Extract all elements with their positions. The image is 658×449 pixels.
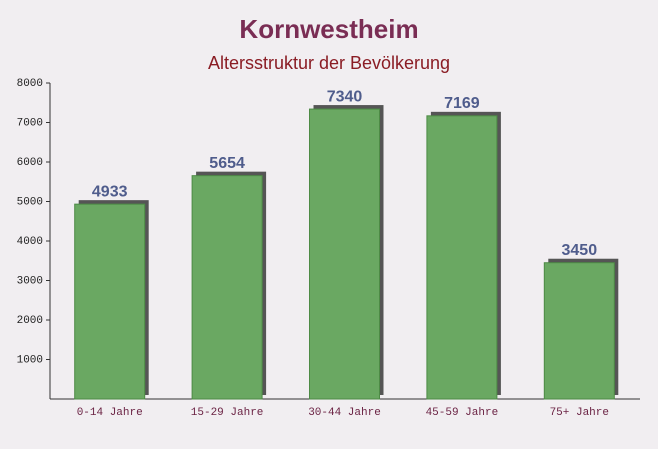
chart-title: Kornwestheim [239,14,418,44]
x-tick-label: 75+ Jahre [550,407,609,419]
x-tick-label: 30-44 Jahre [308,407,381,419]
y-tick-label: 1000 [17,354,43,366]
value-label: 4933 [92,183,128,200]
y-tick-label: 6000 [17,157,43,169]
bar [426,115,498,400]
bar [191,175,263,400]
chart-subtitle: Altersstruktur der Bevölkerung [208,53,450,73]
x-tick-label: 45-59 Jahre [426,407,499,419]
y-tick-label: 7000 [17,117,43,129]
value-label: 7169 [444,95,480,112]
bar [309,108,380,400]
value-label: 3450 [562,242,598,259]
value-label: 5654 [209,155,245,172]
y-tick-label: 8000 [17,78,43,90]
bar [74,203,146,400]
y-tick-label: 3000 [17,275,43,287]
y-tick-label: 2000 [17,315,43,327]
x-tick-label: 15-29 Jahre [191,407,264,419]
value-label: 7340 [327,88,363,105]
x-tick-label: 0-14 Jahre [77,407,143,419]
y-tick-label: 5000 [17,196,43,208]
bar [543,262,615,400]
y-tick-label: 4000 [17,236,43,248]
